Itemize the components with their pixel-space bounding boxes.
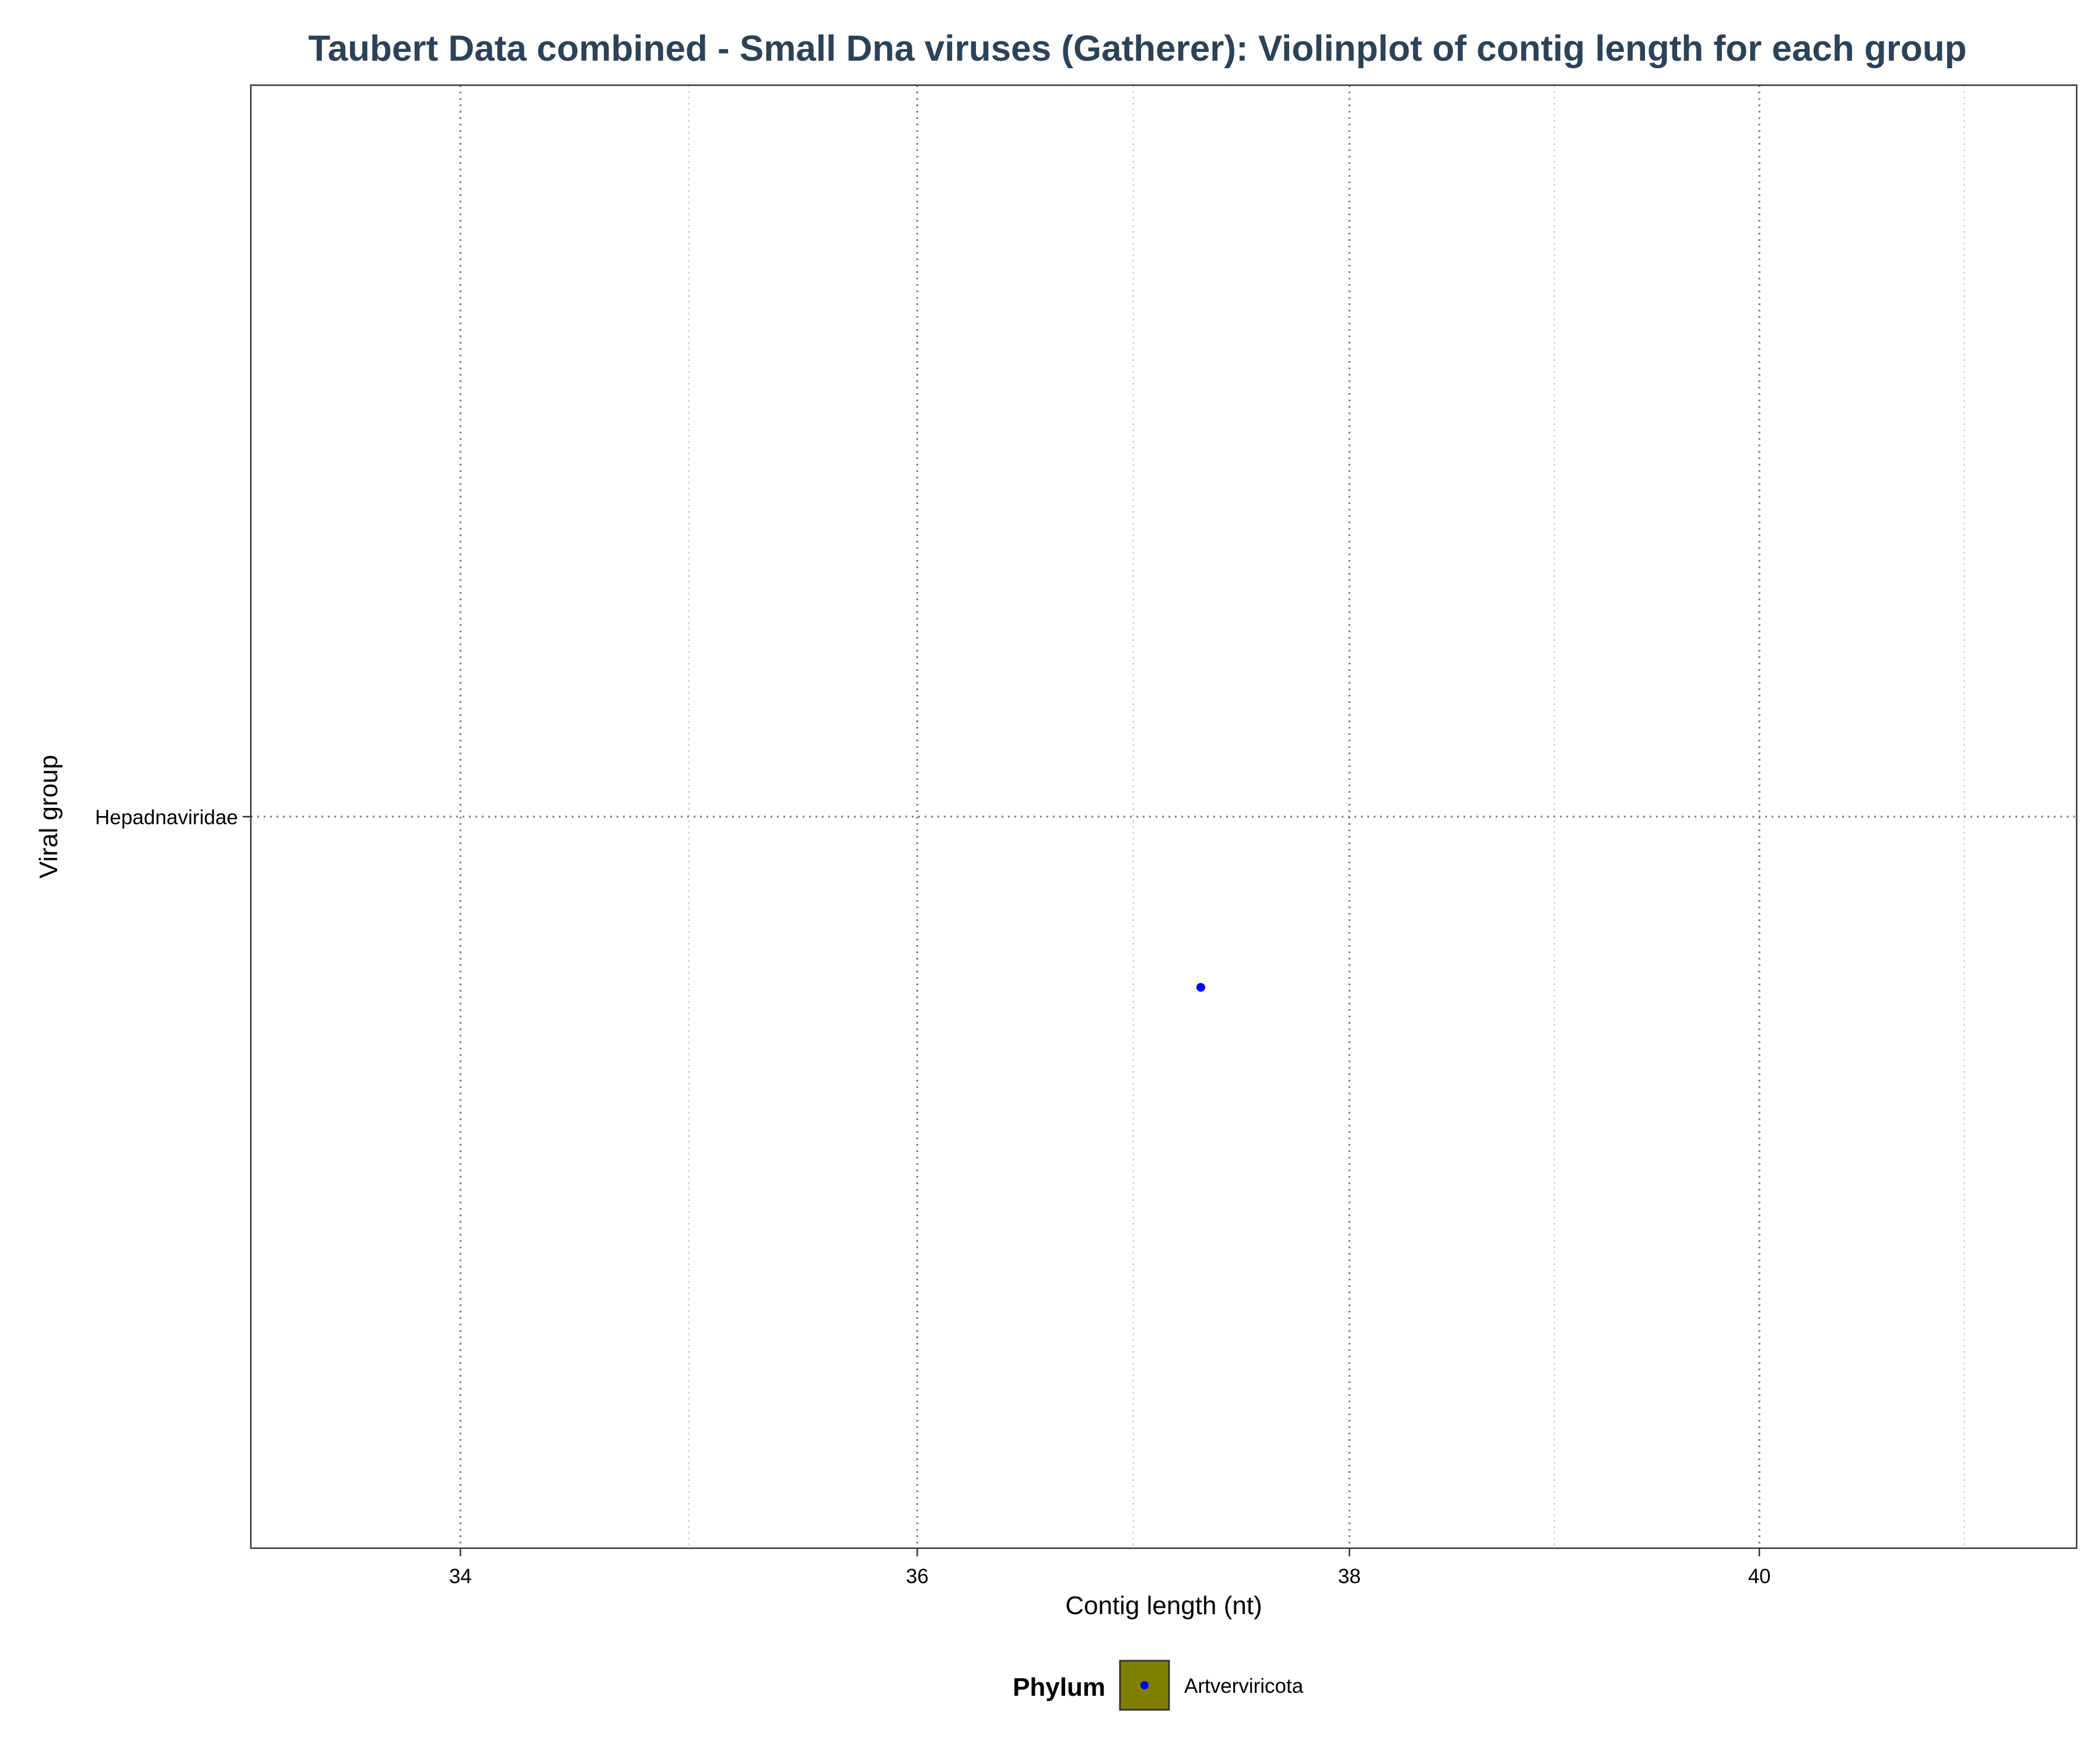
chart-title: Taubert Data combined - Small Dna viruse… bbox=[308, 29, 1966, 69]
grid bbox=[251, 85, 2077, 1548]
x-tick-label: 34 bbox=[449, 1565, 472, 1588]
y-axis-label: Viral group bbox=[34, 755, 63, 878]
x-tick-label: 40 bbox=[1748, 1565, 1771, 1588]
data-points bbox=[1196, 983, 1205, 992]
x-tick-label: 38 bbox=[1338, 1565, 1361, 1588]
legend-entries: Artverviricota bbox=[1119, 1660, 1304, 1711]
y-axis: Hepadnaviridae bbox=[95, 806, 251, 829]
x-tick-label: 36 bbox=[906, 1565, 929, 1588]
data-point bbox=[1196, 983, 1205, 992]
legend-entry-label: Artverviricota bbox=[1184, 1675, 1304, 1698]
x-axis-label: Contig length (nt) bbox=[1065, 1591, 1262, 1620]
y-tick-label: Hepadnaviridae bbox=[95, 806, 238, 829]
legend: Phylum Artverviricota bbox=[1013, 1660, 1304, 1711]
legend-title: Phylum bbox=[1013, 1673, 1105, 1702]
legend-key-point bbox=[1140, 1681, 1149, 1689]
x-axis: 34 36 38 40 bbox=[449, 1548, 1771, 1588]
